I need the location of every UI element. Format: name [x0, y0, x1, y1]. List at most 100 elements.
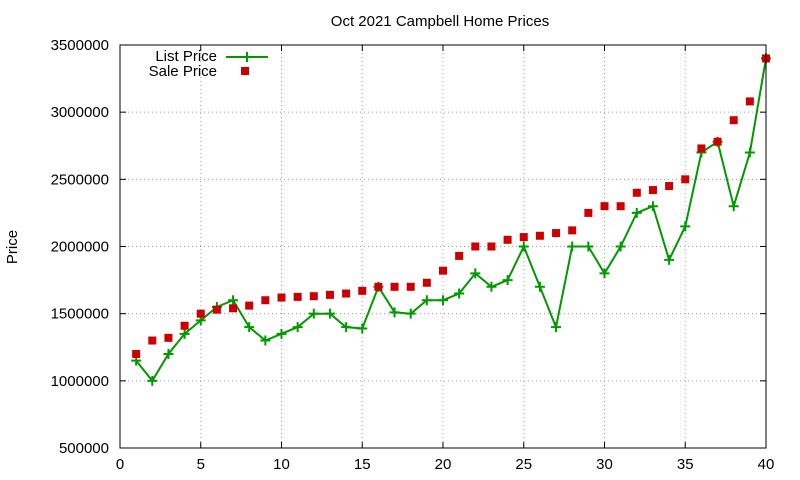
- y-tick-label: 2500000: [51, 171, 109, 188]
- data-point-sale-price: [342, 289, 351, 298]
- data-point-list-price: [744, 147, 755, 158]
- data-point-sale-price: [519, 233, 528, 242]
- data-point-sale-price: [471, 242, 480, 251]
- data-point-sale-price: [180, 321, 189, 330]
- tick-layer: 0 5 10 15 20 25 30 35 40 500000 1000000 1500000 2000…: [51, 37, 775, 473]
- data-point-list-price: [179, 328, 190, 339]
- data-point-sale-price: [681, 175, 690, 184]
- series-layer: [131, 53, 771, 386]
- data-point-list-price: [357, 323, 368, 334]
- chart-title: Oct 2021 Campbell Home Prices: [331, 13, 549, 30]
- y-tick-label: 3500000: [51, 37, 109, 54]
- data-point-list-price: [470, 268, 481, 279]
- x-tick-label: 25: [515, 456, 532, 473]
- data-point-list-price: [551, 322, 562, 333]
- data-point-sale-price: [648, 186, 657, 195]
- data-point-sale-price: [697, 144, 706, 153]
- data-point-sale-price: [713, 137, 722, 146]
- y-axis-label: Price: [4, 230, 21, 264]
- data-point-sale-price: [584, 208, 593, 217]
- grid-layer: [120, 45, 766, 448]
- legend-label-list-price: List Price: [155, 48, 217, 65]
- data-point-sale-price: [293, 292, 302, 301]
- data-point-sale-price: [439, 266, 447, 275]
- data-point-sale-price: [745, 97, 754, 106]
- x-tick-label: 20: [435, 456, 452, 473]
- x-tick-label: 30: [596, 456, 613, 473]
- data-point-sale-price: [358, 286, 367, 295]
- data-point-list-price: [534, 281, 545, 292]
- y-tick-label: 500000: [59, 440, 109, 457]
- data-point-sale-price: [729, 116, 738, 125]
- data-point-sale-price: [406, 282, 415, 291]
- data-point-list-price: [405, 308, 416, 319]
- data-point-list-price: [341, 322, 352, 333]
- x-tick-label: 5: [197, 456, 205, 473]
- y-tick-label: 1500000: [51, 306, 109, 323]
- x-tick-label: 10: [273, 456, 290, 473]
- data-point-sale-price: [552, 229, 561, 238]
- data-point-list-price: [421, 295, 432, 306]
- y-tick-label: 1000000: [51, 373, 109, 390]
- data-point-list-price: [567, 241, 578, 252]
- series-sale-price: [132, 54, 770, 358]
- data-point-sale-price: [229, 304, 238, 313]
- data-point-list-price: [276, 328, 287, 339]
- data-point-sale-price: [632, 188, 641, 197]
- data-point-list-price: [615, 241, 626, 252]
- data-point-list-price: [502, 275, 513, 286]
- data-point-list-price: [324, 308, 335, 319]
- data-point-list-price: [244, 322, 255, 333]
- data-point-list-price: [228, 295, 239, 306]
- data-point-list-price: [454, 288, 465, 299]
- data-point-sale-price: [261, 296, 270, 305]
- data-point-list-price: [518, 241, 529, 252]
- data-point-list-price: [664, 254, 675, 265]
- data-point-sale-price: [277, 293, 286, 302]
- data-point-sale-price: [325, 290, 334, 299]
- data-point-sale-price: [132, 349, 141, 358]
- series-list-price: [131, 53, 771, 386]
- data-point-list-price: [583, 241, 594, 252]
- y-tick-label: 2000000: [51, 239, 109, 256]
- series-line-list-price: [135, 58, 767, 383]
- data-point-sale-price: [568, 226, 577, 235]
- data-point-list-price: [147, 375, 158, 386]
- data-point-list-price: [680, 221, 691, 232]
- data-point-sale-price: [422, 278, 431, 287]
- legend-marker-sale-price: [241, 67, 249, 75]
- data-point-sale-price: [148, 336, 157, 345]
- data-point-sale-price: [196, 309, 205, 318]
- legend: List Price Sale Price: [149, 48, 268, 80]
- data-point-sale-price: [503, 235, 512, 244]
- data-point-list-price: [486, 281, 497, 292]
- data-point-sale-price: [487, 242, 496, 251]
- data-point-sale-price: [390, 282, 399, 291]
- data-point-sale-price: [164, 333, 173, 342]
- data-point-list-price: [728, 201, 739, 212]
- y-tick-label: 3000000: [51, 104, 109, 121]
- data-point-list-price: [599, 268, 610, 279]
- x-tick-label: 15: [354, 456, 371, 473]
- legend-marker-list-price: [242, 52, 252, 62]
- plot-frame: [119, 44, 767, 449]
- data-point-sale-price: [600, 202, 609, 211]
- data-point-sale-price: [616, 202, 625, 211]
- x-tick-label: 35: [677, 456, 694, 473]
- data-point-list-price: [631, 207, 642, 218]
- data-point-list-price: [260, 335, 271, 346]
- data-point-list-price: [647, 201, 658, 212]
- data-point-sale-price: [535, 231, 544, 240]
- x-tick-label: 40: [758, 456, 775, 473]
- x-tick-label: 0: [116, 456, 124, 473]
- data-point-sale-price: [212, 305, 221, 314]
- data-point-list-price: [389, 307, 400, 318]
- legend-label-sale-price: Sale Price: [149, 63, 217, 80]
- data-point-list-price: [292, 322, 303, 333]
- data-point-sale-price: [455, 251, 464, 260]
- data-point-sale-price: [309, 292, 318, 301]
- data-point-list-price: [438, 295, 448, 306]
- data-point-list-price: [308, 308, 319, 319]
- data-point-list-price: [163, 348, 174, 359]
